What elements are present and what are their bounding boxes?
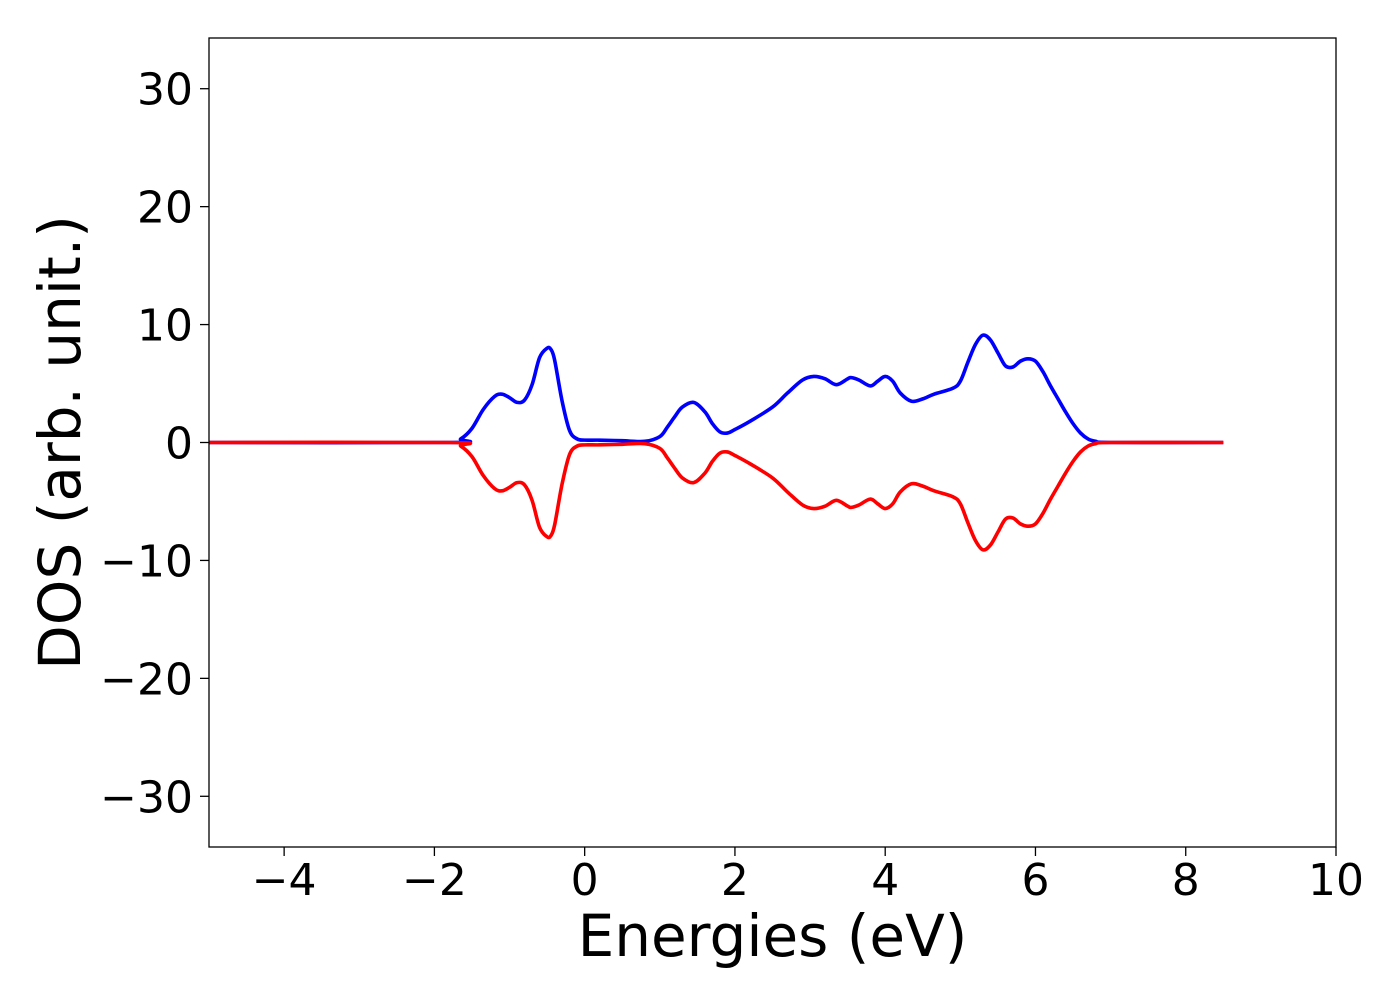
x-axis-ticks: −4 −2 0 2 4 6 8 10	[252, 847, 1364, 906]
x-tick-label: 8	[1172, 855, 1200, 906]
y-tick-label: −10	[100, 536, 193, 587]
y-axis-label: DOS (arb. unit.)	[26, 215, 94, 670]
x-tick-label: 4	[871, 855, 899, 906]
x-tick-label: 0	[571, 855, 599, 906]
y-tick-label: −30	[100, 772, 193, 823]
y-tick-label: 20	[137, 183, 193, 234]
y-tick-label: −20	[100, 654, 193, 705]
x-tick-label: −2	[402, 855, 467, 906]
y-tick-label: 0	[165, 419, 193, 470]
x-tick-label: 10	[1308, 855, 1364, 906]
x-tick-label: 2	[721, 855, 749, 906]
x-axis-label: Energies (eV)	[578, 902, 968, 970]
series-layer	[208, 333, 1224, 552]
x-tick-label: 6	[1021, 855, 1049, 906]
y-tick-label: 30	[137, 65, 193, 116]
x-tick-label: −4	[252, 855, 317, 906]
y-axis-ticks: 30 20 10 0 −10 −20 −30	[100, 65, 209, 823]
y-tick-label: 10	[137, 301, 193, 352]
series-line-2	[208, 440, 1224, 552]
series-line-1	[208, 333, 1224, 445]
